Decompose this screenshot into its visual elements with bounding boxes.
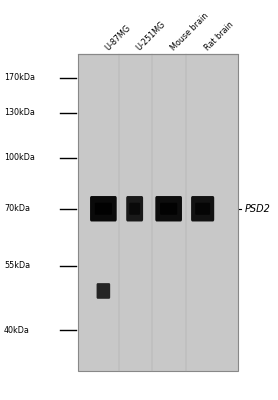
Text: U-87MG: U-87MG [103, 23, 132, 52]
Text: 170kDa: 170kDa [4, 73, 35, 82]
Text: Rat brain: Rat brain [203, 20, 235, 52]
FancyBboxPatch shape [191, 196, 214, 222]
Text: Mouse brain: Mouse brain [169, 11, 210, 52]
FancyBboxPatch shape [195, 203, 210, 215]
Text: 70kDa: 70kDa [4, 204, 30, 213]
Text: U-251MG: U-251MG [135, 20, 167, 52]
FancyBboxPatch shape [129, 203, 140, 215]
Text: 100kDa: 100kDa [4, 153, 35, 162]
Text: PSD2: PSD2 [245, 204, 271, 214]
FancyBboxPatch shape [160, 203, 177, 215]
FancyBboxPatch shape [96, 283, 110, 299]
Text: 40kDa: 40kDa [4, 326, 30, 335]
FancyBboxPatch shape [155, 196, 182, 222]
FancyBboxPatch shape [95, 203, 112, 215]
FancyBboxPatch shape [90, 196, 117, 222]
Text: 55kDa: 55kDa [4, 261, 30, 270]
Bar [78, 54, 238, 371]
Text: 130kDa: 130kDa [4, 108, 35, 117]
FancyBboxPatch shape [126, 196, 143, 222]
